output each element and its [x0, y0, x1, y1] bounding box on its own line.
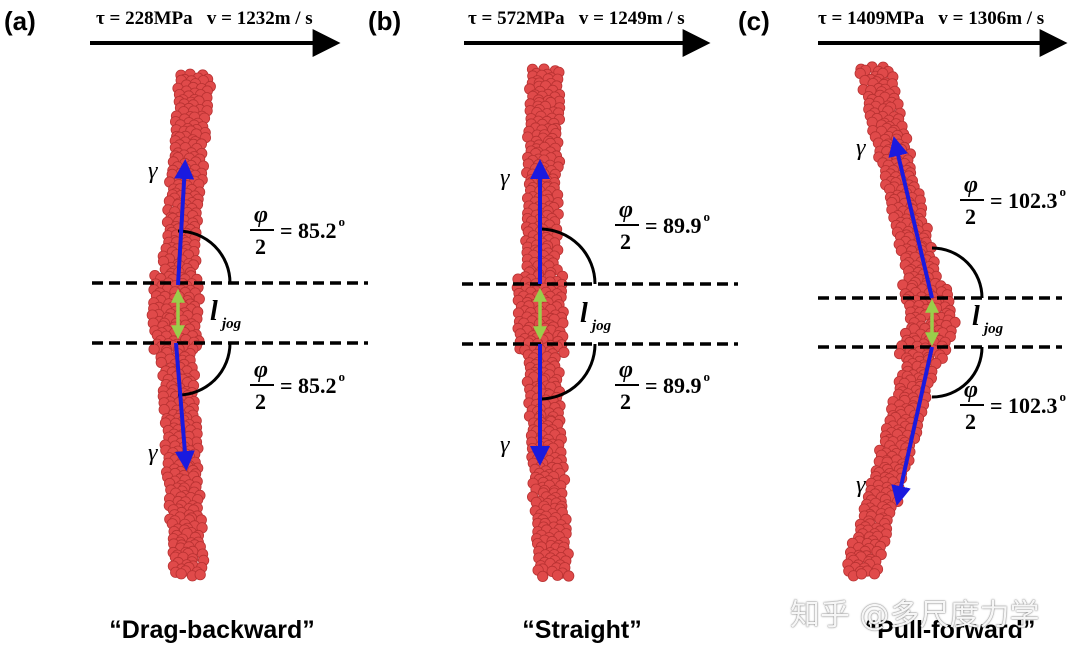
jog-length-label-c: l jog	[972, 301, 1004, 337]
angle-arc-top-b	[539, 227, 597, 285]
angle-fraction-bottom-a: φ 2 = 85.2 o	[250, 357, 345, 414]
fraction-denominator: 2	[965, 409, 976, 434]
degree-symbol: o	[339, 369, 346, 384]
atom-band-a	[146, 68, 216, 582]
degree-symbol: o	[704, 369, 711, 384]
fraction-denominator: 2	[965, 204, 976, 229]
angle-arc-bottom-a	[177, 342, 232, 397]
stress-value: τ = 1409MPa	[818, 8, 925, 29]
phi-symbol: φ	[254, 202, 268, 228]
jog-subscript: jog	[590, 318, 612, 334]
atom	[175, 568, 187, 580]
atom	[558, 346, 570, 358]
fraction-denominator: 2	[255, 389, 266, 414]
phi-symbol: φ	[254, 357, 268, 383]
gamma-label-top-a: γ	[148, 158, 158, 184]
panel-c-header: τ = 1409MPa v = 1306m / s	[818, 8, 1044, 30]
gamma-label-top-c: γ	[856, 135, 866, 161]
degree-symbol: o	[704, 209, 711, 224]
l-symbol: l	[972, 301, 980, 332]
gamma-label-bottom-b: γ	[500, 432, 510, 458]
panel-letter-b: (b)	[368, 6, 402, 36]
angle-arc-top-c	[931, 246, 984, 299]
degree-symbol: o	[1060, 184, 1067, 199]
phi-symbol: φ	[619, 357, 633, 383]
burgers-arrow-bottom-a	[174, 342, 195, 471]
line-layer	[90, 29, 1068, 506]
angle-value: = 102.3	[990, 393, 1058, 418]
angle-fraction-bottom-c: φ 2 = 102.3 o	[960, 377, 1066, 434]
watermark-text: 知乎 @多尺度力学	[790, 598, 1040, 633]
panel-c-caption: “Pull-forward”	[864, 616, 1036, 644]
angle-fraction-top-c: φ 2 = 102.3 o	[960, 172, 1066, 229]
angle-fraction-top-b: φ 2 = 89.9 o	[615, 197, 710, 254]
angle-arc-bottom-c	[931, 346, 984, 399]
fraction-denominator: 2	[620, 389, 631, 414]
atom	[563, 570, 575, 582]
atom	[868, 568, 881, 580]
panel-b-header: τ = 572MPa v = 1249m / s	[468, 8, 685, 30]
atom	[855, 568, 868, 580]
angle-arc-bottom-b	[539, 343, 597, 401]
l-symbol: l	[210, 296, 218, 327]
velocity-value: v = 1306m / s	[938, 8, 1045, 29]
stress-value: τ = 228MPa	[96, 8, 193, 29]
panel-a-header: τ = 228MPa v = 1232m / s	[96, 8, 313, 30]
angle-arc-top-a	[177, 229, 232, 284]
angle-fraction-top-a: φ 2 = 85.2 o	[250, 202, 345, 259]
l-symbol: l	[580, 298, 588, 329]
atom	[194, 569, 206, 581]
jog-subscript: jog	[982, 321, 1004, 337]
angle-value: = 89.9	[645, 373, 702, 398]
burgers-arrow-top-c	[888, 136, 934, 299]
angle-value: = 102.3	[990, 188, 1058, 213]
phi-symbol: φ	[964, 377, 978, 403]
panel-letter-c: (c)	[738, 6, 770, 36]
panel-b-caption: “Straight”	[522, 616, 642, 644]
stress-value: τ = 572MPa	[468, 8, 565, 29]
atom	[551, 569, 564, 581]
atom-layer	[146, 61, 961, 583]
velocity-value: v = 1232m / s	[206, 8, 313, 29]
angle-value: = 89.9	[645, 213, 702, 238]
jog-length-label-a: l jog	[210, 296, 242, 332]
phi-symbol: φ	[964, 172, 978, 198]
gamma-label-bottom-a: γ	[148, 440, 158, 466]
jog-subscript: jog	[220, 316, 242, 332]
angle-value: = 85.2	[280, 373, 337, 398]
panel-letter-a: (a)	[4, 6, 36, 36]
angle-value: = 85.2	[280, 218, 337, 243]
angle-fraction-bottom-b: φ 2 = 89.9 o	[615, 357, 710, 414]
gamma-label-bottom-c: γ	[856, 472, 866, 498]
atom	[155, 356, 167, 369]
phi-symbol: φ	[619, 197, 633, 223]
atom	[148, 343, 160, 355]
jog-length-label-b: l jog	[580, 298, 612, 334]
fraction-denominator: 2	[620, 229, 631, 254]
atom	[537, 570, 549, 583]
degree-symbol: o	[1060, 389, 1067, 404]
atom-band-b	[511, 63, 575, 583]
burgers-arrow-top-a	[174, 159, 195, 286]
velocity-value: v = 1249m / s	[578, 8, 685, 29]
gamma-label-top-b: γ	[500, 165, 510, 191]
degree-symbol: o	[339, 214, 346, 229]
panel-a-caption: “Drag-backward”	[109, 616, 315, 644]
fraction-denominator: 2	[255, 234, 266, 259]
burgers-arrow-bottom-c	[891, 346, 934, 506]
